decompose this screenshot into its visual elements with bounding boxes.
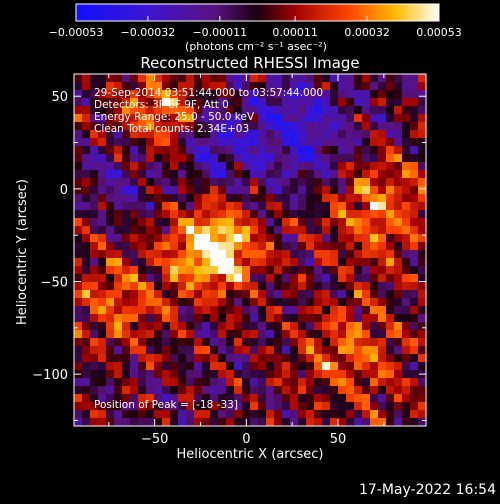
axis-ticks: −50 0 50 50 0 −50 −100 [32, 74, 426, 447]
colorbar-tick-label: −0.00053 [49, 26, 104, 39]
colorbar-tick-label: −0.00032 [121, 26, 176, 39]
annotation-line: 29-Sep-2014 03:51:44.000 to 03:57:44.000 [94, 87, 323, 99]
annotation-line: Detectors: 3F 6F 9F, Att 0 [94, 99, 229, 111]
colorbar-tick-label: −0.00011 [192, 26, 247, 39]
annotation-line: Energy Range: 25.0 - 50.0 keV [94, 111, 255, 123]
colorbar-tick-label: 0.00053 [416, 26, 462, 39]
y-tick-label: 0 [60, 183, 68, 198]
y-tick-label: −50 [41, 275, 68, 290]
x-tick-label: 0 [242, 432, 250, 447]
x-tick-label: −50 [141, 432, 168, 447]
x-tick-label: 50 [330, 432, 347, 447]
heatmap [74, 74, 426, 426]
chart-title: Reconstructed RHESSI Image [140, 54, 359, 72]
colorbar-ticks: −0.00053 −0.00032 −0.00011 0.00011 0.00032 0.… [49, 16, 462, 39]
colorbar-tick-label: 0.00032 [344, 26, 390, 39]
footer-timestamp: 17-May-2022 16:54 [359, 482, 496, 498]
annotations: 29-Sep-2014 03:51:44.000 to 03:57:44.000… [94, 87, 323, 411]
x-axis-label: Heliocentric X (arcsec) [177, 447, 324, 462]
y-axis-label: Heliocentric Y (arcsec) [15, 179, 30, 325]
peak-position-label: Position of Peak = [-18 -33] [94, 399, 238, 411]
colorbar [75, 3, 440, 22]
colorbar-tick-label: 0.00011 [272, 26, 318, 39]
y-tick-label: −100 [32, 368, 68, 383]
annotation-line: Clean Total counts: 2.34E+03 [94, 123, 249, 135]
plot-frame [73, 73, 427, 427]
y-tick-label: 50 [51, 90, 68, 105]
colorbar-units: (photons cm⁻² s⁻¹ asec⁻²) [185, 40, 327, 53]
